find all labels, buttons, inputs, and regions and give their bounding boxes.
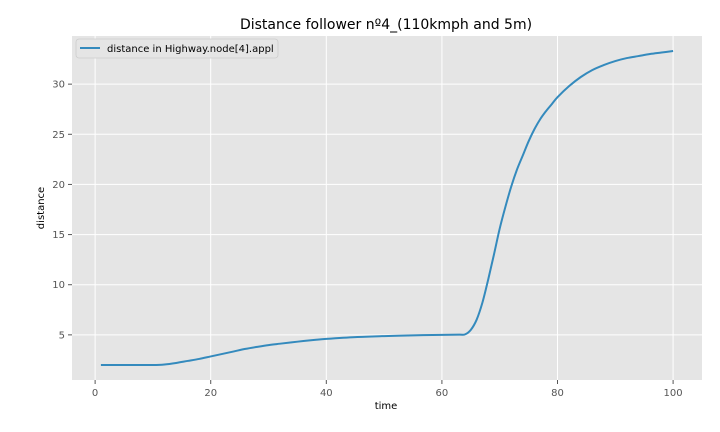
x-tick-label: 40 (320, 388, 333, 399)
x-tick-label: 60 (436, 388, 449, 399)
y-tick-label: 30 (52, 80, 65, 91)
y-tick-label: 5 (59, 330, 65, 341)
series-line (100, 50, 674, 366)
y-tick-label: 15 (52, 230, 65, 241)
x-tick-label: 100 (664, 388, 683, 399)
y-tick-label: 10 (52, 280, 65, 291)
legend-box (75, 38, 279, 59)
y-axis-label: distance (36, 187, 47, 229)
plot-area (72, 36, 702, 380)
x-tick-label: 20 (204, 388, 217, 399)
y-tick-label: 20 (52, 180, 65, 191)
chart-title: Distance follower nº4_(110kmph and 5m) (240, 17, 532, 33)
x-axis-label: time (375, 401, 398, 412)
grid-lines (72, 36, 702, 380)
x-tick-label: 0 (92, 388, 98, 399)
axis-ticks: 0 20 40 60 80 100 5 10 15 20 25 30 (52, 80, 682, 399)
x-tick-label: 80 (551, 388, 564, 399)
series-lines (100, 50, 674, 366)
legend: distance in Highway.node[4].appl (75, 38, 279, 59)
legend-label: distance in Highway.node[4].appl (107, 44, 274, 55)
y-tick-label: 25 (52, 130, 65, 141)
